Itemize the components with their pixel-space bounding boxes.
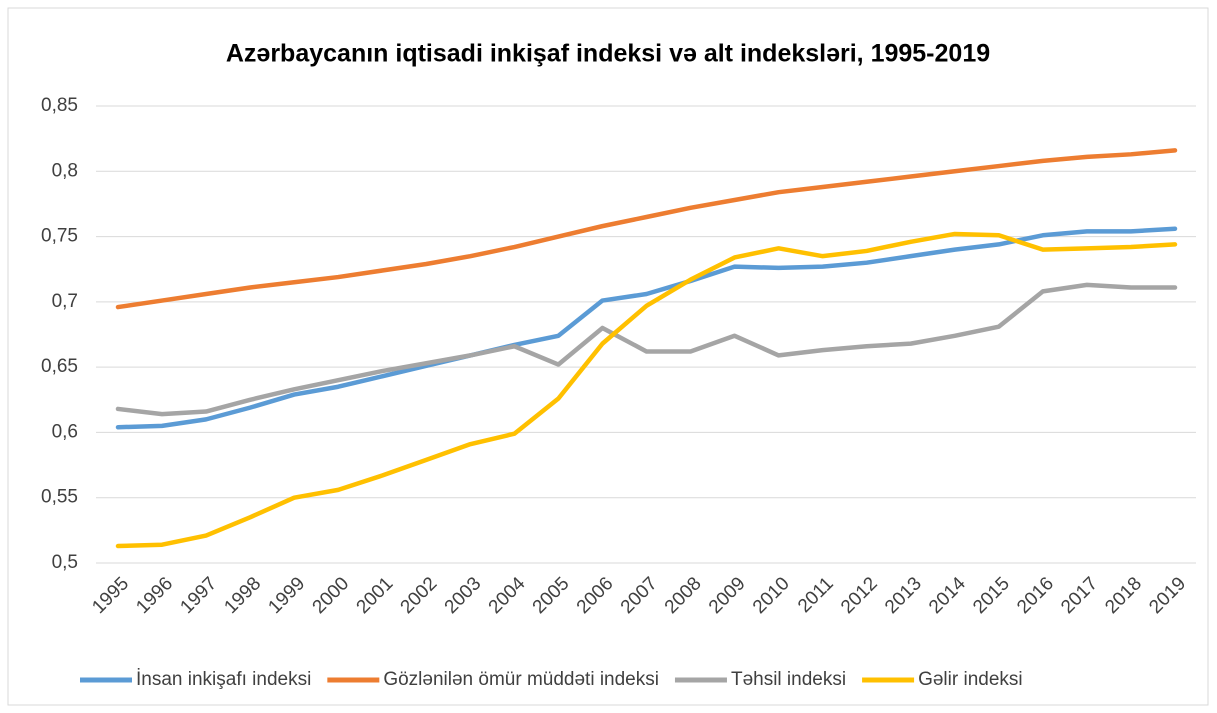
series-line [115, 226, 1178, 430]
legend-label: Gəlir indeksi [918, 669, 1023, 690]
legend-label: Təhsil indeksi [731, 669, 846, 690]
legend: İnsan inkişafı indeksi Gözlənilən ömür mü… [80, 669, 1023, 690]
legend-label: Gözlənilən ömür müddəti indeksi [383, 669, 659, 690]
series-line [115, 282, 1178, 417]
chart-title: Azərbaycanın iqtisadi inkişaf indeksi və… [226, 40, 990, 68]
series-line [115, 148, 1178, 310]
legend-label: İnsan inkişafı indeksi [136, 669, 311, 690]
series-line [115, 231, 1178, 549]
y-tick-label: 0,55 [41, 487, 78, 508]
y-tick-label: 0,85 [41, 95, 78, 116]
y-tick-label: 0,65 [41, 356, 78, 377]
y-tick-label: 0,5 [52, 552, 78, 573]
y-tick-label: 0,8 [52, 160, 78, 181]
y-tick-label: 0,75 [41, 226, 78, 247]
y-tick-label: 0,7 [52, 291, 78, 312]
chart-border [7, 7, 1209, 706]
y-tick-label: 0,6 [52, 421, 78, 442]
